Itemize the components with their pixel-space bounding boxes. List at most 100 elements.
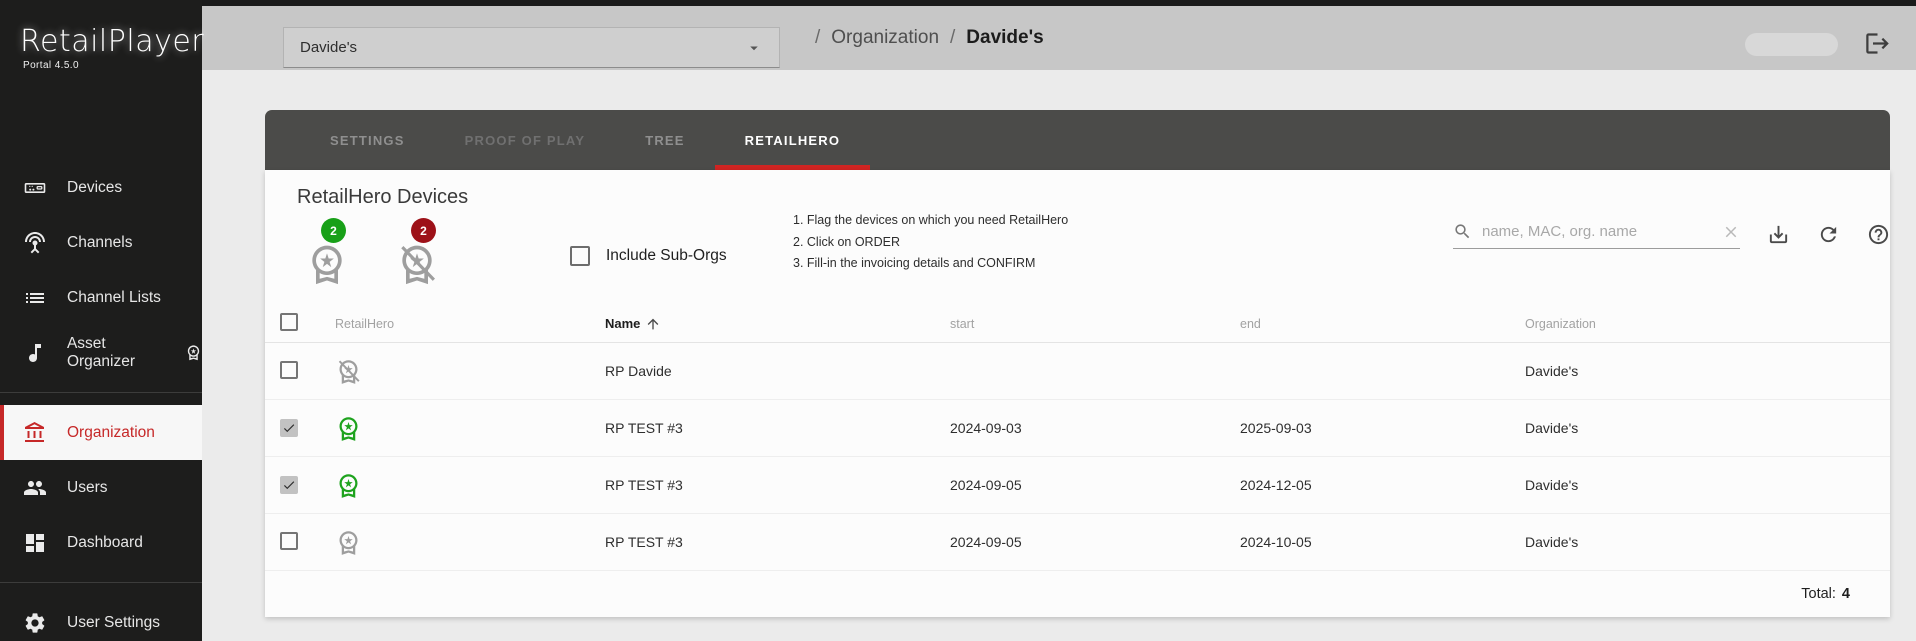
table-footer: Total: 4 [265, 571, 1890, 617]
award-icon [305, 242, 349, 286]
sidebar-item-channel-lists[interactable]: Channel Lists [0, 270, 202, 325]
cell-start: 2024-09-05 [950, 534, 1022, 550]
include-suborgs-label: Include Sub-Orgs [606, 247, 727, 264]
users-icon [22, 475, 48, 501]
award-slashed-icon [395, 242, 439, 286]
include-suborgs-control: Include Sub-Orgs [570, 246, 727, 266]
select-all-checkbox[interactable] [280, 313, 298, 331]
user-name-pill [1745, 33, 1838, 56]
instruction-line: 3. Fill-in the invoicing details and CON… [793, 256, 1036, 270]
organization-selector[interactable]: Davide's [283, 27, 780, 68]
cell-organization: Davide's [1525, 477, 1579, 493]
gear-icon [22, 610, 48, 636]
table-row[interactable]: RP TEST #3 2024-09-05 2024-12-05 Davide's [265, 457, 1890, 514]
clear-search-icon[interactable] [1722, 223, 1740, 241]
download-icon[interactable] [1767, 223, 1790, 246]
app-version: Portal 4.5.0 [23, 60, 79, 71]
cell-end: 2024-10-05 [1240, 534, 1312, 550]
column-header-name[interactable]: Name [605, 316, 950, 332]
award-icon [185, 344, 202, 361]
column-header-organization[interactable]: Organization [1525, 316, 1596, 331]
retailhero-status-icon [335, 529, 605, 556]
retailhero-status-icon [335, 358, 605, 385]
logout-icon[interactable] [1864, 30, 1894, 60]
cell-organization: Davide's [1525, 363, 1579, 379]
retailhero-enabled-filter[interactable]: 2 [305, 218, 359, 293]
dashboard-icon [22, 530, 48, 556]
sort-ascending-icon [645, 316, 661, 332]
search-input[interactable] [1482, 223, 1722, 240]
cell-start: 2024-09-03 [950, 420, 1022, 436]
main-area: Davide's / Organization / Davide's SETTI… [202, 0, 1916, 641]
row-checkbox[interactable] [280, 418, 298, 437]
retailhero-status-icon [335, 415, 605, 442]
instruction-line: 2. Click on ORDER [793, 234, 900, 249]
column-header-start[interactable]: start [950, 316, 975, 331]
cell-name: RP TEST #3 [605, 420, 683, 436]
breadcrumb: / Organization / Davide's [815, 6, 1044, 70]
total-label: Total: [1801, 586, 1836, 602]
table-row[interactable]: RP Davide Davide's [265, 343, 1890, 400]
sidebar-divider [0, 392, 202, 393]
app-logo: RetailPlayer Portal 4.5.0 [0, 0, 205, 78]
row-checkbox[interactable] [280, 360, 298, 379]
sidebar-item-asset-organizer[interactable]: Asset Organizer [0, 325, 202, 380]
channel-lists-icon [22, 285, 48, 311]
sidebar-item-users[interactable]: Users [0, 460, 202, 515]
organization-icon [22, 420, 48, 446]
sidebar-item-channels[interactable]: Channels [0, 215, 202, 270]
channels-icon [22, 230, 48, 256]
table-row[interactable]: RP TEST #3 2024-09-03 2025-09-03 Davide's [265, 400, 1890, 457]
total-value: 4 [1841, 586, 1850, 602]
table-body: RP Davide Davide's RP TEST #3 2024-09-03 202… [265, 343, 1890, 571]
cell-name: RP TEST #3 [605, 477, 683, 493]
cell-organization: Davide's [1525, 420, 1579, 436]
refresh-icon[interactable] [1817, 223, 1840, 246]
sidebar-nav: Devices Channels Channel Lists Asset Organi… [0, 160, 202, 641]
cell-start: 2024-09-05 [950, 477, 1022, 493]
column-header-retailhero[interactable]: RetailHero [335, 316, 395, 331]
tab-proof-of-play[interactable]: PROOF OF PLAY [464, 132, 586, 148]
sidebar-item-dashboard[interactable]: Dashboard [0, 515, 202, 570]
help-icon[interactable] [1867, 223, 1890, 246]
breadcrumb-parent[interactable]: Organization [831, 27, 940, 48]
sidebar: RetailPlayer Portal 4.5.0 Devices Channel… [0, 0, 205, 641]
search-icon [1453, 222, 1472, 241]
retailhero-status-icon [335, 472, 605, 499]
devices-icon [22, 175, 48, 201]
row-checkbox[interactable] [280, 475, 298, 494]
retailhero-disabled-filter[interactable]: 2 [395, 218, 449, 293]
tab-bar: SETTINGS PROOF OF PLAY TREE RETAILHERO [265, 110, 1890, 170]
filter-count-badge: 2 [321, 218, 346, 243]
sidebar-item-user-settings[interactable]: User Settings [0, 595, 202, 641]
sidebar-item-organization[interactable]: Organization [0, 405, 202, 460]
column-header-end[interactable]: end [1240, 316, 1261, 331]
table-row[interactable]: RP TEST #3 2024-09-05 2024-10-05 Davide's [265, 514, 1890, 571]
chevron-down-icon [745, 39, 763, 57]
page-title: RetailHero Devices [297, 186, 469, 208]
tab-tree[interactable]: TREE [645, 132, 685, 148]
cell-organization: Davide's [1525, 534, 1579, 550]
sidebar-divider [0, 582, 202, 583]
instruction-line: 1. Flag the devices on which you need Re… [793, 213, 1069, 227]
tab-retailhero[interactable]: RETAILHERO [714, 110, 871, 170]
search-field[interactable] [1453, 222, 1740, 249]
music-note-icon [22, 340, 48, 366]
app-title: RetailPlayer [20, 24, 205, 59]
table-header-row: RetailHero Name start end Organization [265, 305, 1890, 343]
row-checkbox[interactable] [280, 531, 298, 550]
breadcrumb-separator: / [815, 27, 821, 48]
include-suborgs-checkbox[interactable] [570, 246, 590, 266]
search-tools [1453, 222, 1890, 249]
breadcrumb-current: Davide's [966, 27, 1044, 48]
breadcrumb-separator: / [950, 27, 956, 48]
filter-count-badge: 2 [411, 218, 436, 243]
instructions: 1. Flag the devices on which you need Re… [793, 210, 1068, 275]
cell-end: 2024-12-05 [1240, 477, 1312, 493]
tab-settings[interactable]: SETTINGS [330, 132, 405, 148]
sidebar-item-devices[interactable]: Devices [0, 160, 202, 215]
cell-name: RP TEST #3 [605, 534, 683, 550]
